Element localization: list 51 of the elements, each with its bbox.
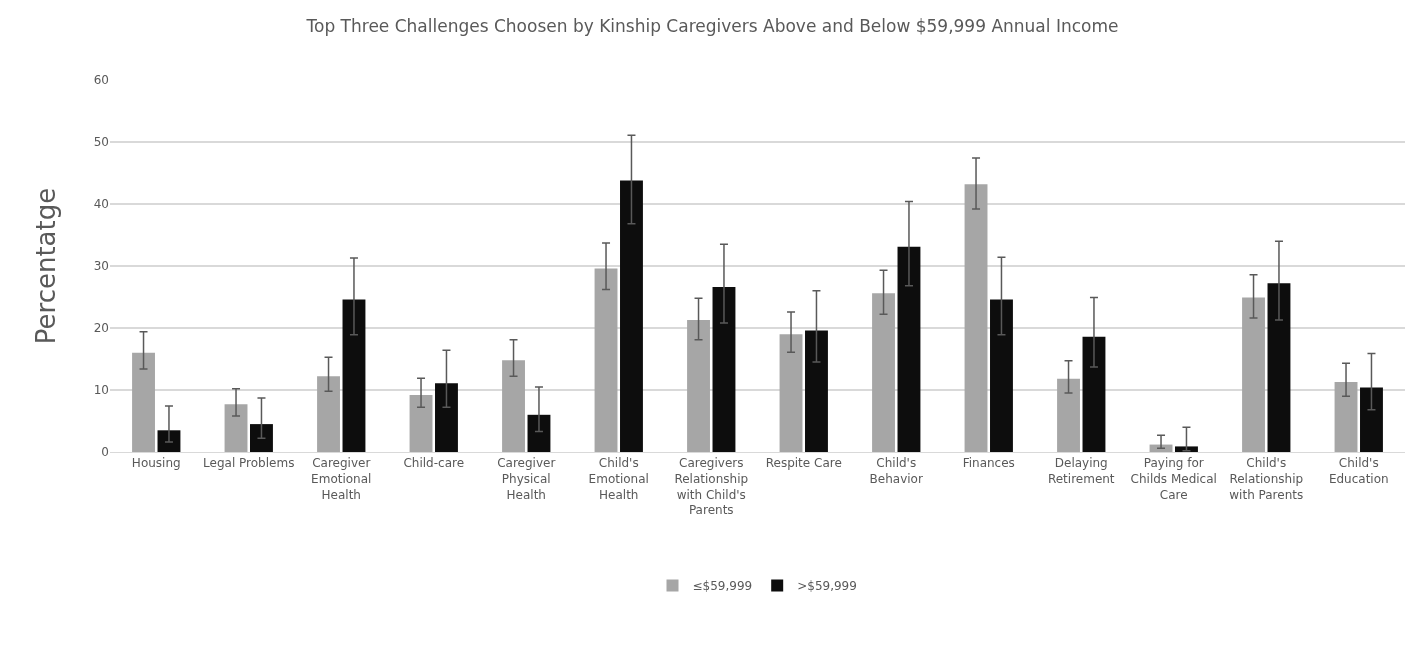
x-tick-label: Delaying Retirement [1047, 456, 1115, 486]
y-tick-label: 0 [101, 445, 109, 460]
bar [712, 287, 736, 452]
x-tick-label: Child's Education [1328, 456, 1389, 486]
x-tick-label: Child's Relationship with Parents [1229, 456, 1304, 502]
bar [805, 330, 828, 452]
y-tick-label: 50 [93, 135, 109, 150]
x-tick-label: Legal Problems [203, 456, 295, 471]
bar [1082, 336, 1106, 452]
bar [409, 394, 433, 452]
y-tick-label: 30 [93, 259, 109, 274]
legend-label: >$59,999 [797, 579, 857, 594]
bar [250, 424, 273, 452]
legend-label: ≤$59,999 [692, 579, 753, 594]
bar [872, 293, 895, 452]
bar [342, 299, 366, 452]
bar [1334, 381, 1358, 452]
x-tick-label: Housing [131, 456, 181, 471]
bar [527, 414, 551, 452]
bar [1242, 297, 1265, 452]
y-tick-label: 40 [93, 197, 109, 212]
bar [964, 184, 988, 452]
bar [1057, 378, 1080, 452]
y-axis-title: Percentatge [31, 187, 62, 345]
x-tick-label: Caregiver Physical Health [497, 456, 556, 502]
bar [317, 376, 340, 452]
bar [224, 404, 248, 452]
bar [132, 352, 155, 452]
y-tick-label: 60 [93, 73, 109, 88]
x-tick-label: Child-care [403, 456, 465, 471]
bar [502, 360, 525, 452]
y-tick-label: 20 [93, 321, 109, 336]
bar [990, 299, 1013, 452]
chart-title: Top Three Challenges Choosen by Kinship Caregivers Above and Below $59,999 Annual Income [305, 15, 1119, 36]
x-tick-label: Child's Emotional Health [588, 456, 649, 502]
x-tick-label: Caregivers Relationship with Child's Parents [674, 456, 749, 518]
bar [1360, 387, 1383, 452]
x-tick-label: Caregiver Emotional Health [311, 456, 372, 502]
y-tick-label: 10 [93, 383, 109, 398]
x-tick-label: Respite Care [765, 456, 842, 471]
bar [779, 334, 803, 452]
bar [157, 430, 181, 452]
bar [687, 319, 710, 452]
x-tick-label: Paying for Childs Medical Care [1130, 456, 1217, 502]
bar [897, 246, 921, 452]
bar [594, 268, 618, 452]
bar [435, 383, 458, 452]
x-tick-label: Child's Behavior [869, 456, 923, 486]
x-tick-label: Finances [962, 456, 1015, 471]
bar [1267, 283, 1291, 452]
bar [620, 180, 643, 452]
